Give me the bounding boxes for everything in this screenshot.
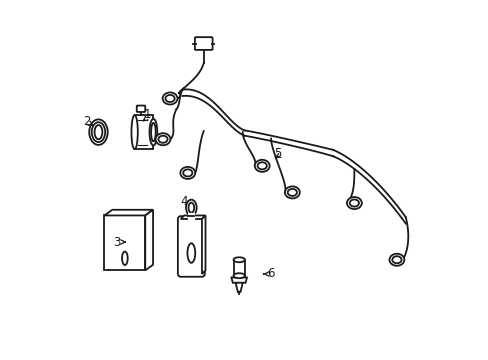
Text: 5: 5 [274, 147, 281, 160]
Text: 4: 4 [180, 195, 187, 208]
Ellipse shape [131, 115, 138, 149]
Text: 2: 2 [83, 115, 90, 128]
Ellipse shape [89, 120, 107, 145]
Ellipse shape [151, 123, 155, 141]
Ellipse shape [155, 133, 170, 145]
FancyBboxPatch shape [195, 37, 212, 50]
Polygon shape [235, 283, 242, 292]
Ellipse shape [346, 197, 361, 209]
Ellipse shape [185, 200, 196, 216]
Ellipse shape [257, 162, 266, 169]
Ellipse shape [158, 136, 167, 143]
Ellipse shape [285, 186, 299, 198]
Ellipse shape [233, 257, 244, 262]
Ellipse shape [187, 243, 195, 263]
Ellipse shape [149, 119, 157, 145]
Polygon shape [134, 115, 153, 149]
Ellipse shape [254, 160, 269, 172]
Ellipse shape [165, 95, 174, 102]
Polygon shape [104, 215, 145, 270]
Ellipse shape [287, 189, 296, 196]
Ellipse shape [388, 254, 404, 266]
Polygon shape [202, 215, 205, 274]
Polygon shape [231, 278, 246, 283]
Ellipse shape [92, 122, 105, 142]
Text: 6: 6 [267, 267, 274, 280]
Ellipse shape [391, 256, 401, 263]
Ellipse shape [349, 199, 358, 207]
Polygon shape [181, 215, 205, 219]
Polygon shape [233, 260, 244, 276]
Ellipse shape [122, 252, 127, 265]
Ellipse shape [94, 125, 102, 139]
Text: 1: 1 [143, 108, 150, 121]
Ellipse shape [188, 203, 194, 213]
Polygon shape [145, 210, 153, 270]
Ellipse shape [183, 169, 192, 176]
Ellipse shape [163, 93, 177, 104]
Text: 3: 3 [113, 235, 121, 248]
FancyBboxPatch shape [137, 105, 145, 112]
Ellipse shape [180, 167, 195, 179]
Polygon shape [104, 210, 153, 215]
FancyBboxPatch shape [178, 216, 204, 277]
Ellipse shape [233, 273, 244, 278]
